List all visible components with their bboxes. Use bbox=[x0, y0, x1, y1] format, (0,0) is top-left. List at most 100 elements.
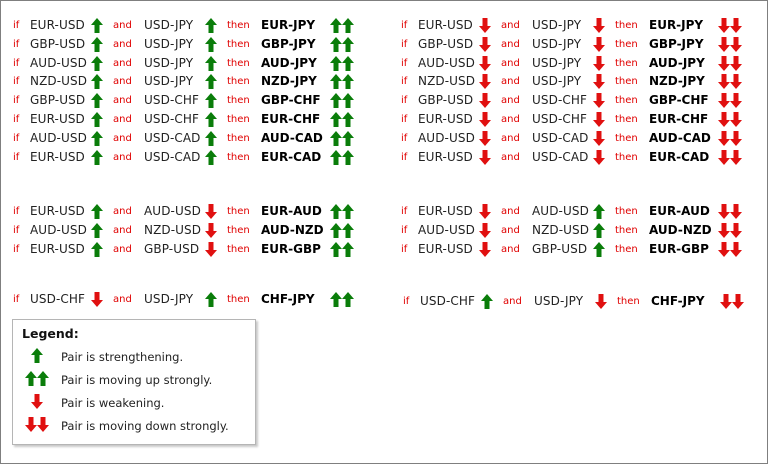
then-keyword: then bbox=[615, 132, 638, 144]
double-arrow-up-icon bbox=[330, 222, 354, 238]
arrow-down-icon bbox=[479, 149, 491, 165]
double-arrow-down-icon bbox=[718, 112, 742, 127]
result-pair: GBP-CHF bbox=[649, 93, 709, 108]
and-keyword: and bbox=[501, 132, 520, 144]
arrow-down-icon bbox=[479, 36, 491, 52]
first-pair: USD-CHF bbox=[420, 294, 475, 308]
result-pair: EUR-JPY bbox=[649, 18, 704, 32]
result-pair: AUD-JPY bbox=[649, 55, 705, 70]
second-pair: USD-JPY bbox=[144, 292, 194, 306]
arrow-up-icon bbox=[91, 36, 103, 52]
then-keyword: then bbox=[615, 243, 638, 255]
first-pair: EUR-USD bbox=[418, 241, 473, 256]
arrow-up-icon bbox=[205, 18, 217, 33]
second-pair: USD-JPY bbox=[534, 294, 584, 308]
then-keyword: then bbox=[227, 114, 250, 125]
and-keyword: and bbox=[503, 296, 522, 307]
correlation-row: if EUR-USD and USD-JPY then EUR-JPY bbox=[401, 16, 751, 35]
arrow-down-icon bbox=[479, 112, 491, 127]
first-pair: AUD-USD bbox=[418, 55, 475, 70]
result-pair: EUR-GBP bbox=[261, 241, 321, 256]
arrow-down-icon bbox=[91, 292, 103, 307]
if-keyword: if bbox=[403, 296, 410, 307]
if-keyword: if bbox=[401, 206, 408, 217]
second-pair: GBP-USD bbox=[532, 241, 588, 256]
double-arrow-up-icon bbox=[330, 241, 354, 257]
double-arrow-up-icon bbox=[330, 93, 354, 109]
then-keyword: then bbox=[227, 294, 250, 305]
result-pair: EUR-CHF bbox=[261, 112, 321, 126]
second-pair: USD-CHF bbox=[144, 93, 199, 108]
arrow-up-icon bbox=[91, 93, 103, 109]
arrow-up-icon bbox=[593, 204, 605, 219]
arrow-down-icon bbox=[593, 130, 605, 146]
arrow-down-icon bbox=[205, 241, 217, 257]
if-keyword: if bbox=[401, 243, 408, 255]
result-pair: EUR-CHF bbox=[649, 112, 709, 126]
arrow-up-icon bbox=[91, 112, 103, 127]
and-keyword: and bbox=[113, 132, 132, 144]
result-pair: AUD-CAD bbox=[261, 130, 323, 145]
correlation-row: if EUR-USD and GBP-USD then EUR-GBP bbox=[401, 240, 751, 259]
and-keyword: and bbox=[501, 151, 520, 163]
double-arrow-up-icon bbox=[330, 112, 354, 127]
result-pair: AUD-NZD bbox=[649, 222, 712, 237]
correlation-row: if EUR-USD and AUD-USD then EUR-AUD bbox=[13, 202, 363, 221]
arrow-up-icon bbox=[593, 222, 605, 238]
result-pair: EUR-GBP bbox=[649, 241, 709, 256]
arrow-down-icon bbox=[593, 36, 605, 52]
if-keyword: if bbox=[401, 57, 408, 69]
result-pair: EUR-CAD bbox=[649, 149, 710, 164]
correlation-row: if GBP-USD and USD-CHF then GBP-CHF bbox=[13, 91, 363, 110]
double-arrow-down-icon bbox=[718, 74, 742, 90]
first-pair: NZD-USD bbox=[418, 74, 476, 89]
second-pair: NZD-USD bbox=[144, 222, 202, 237]
result-pair: GBP-JPY bbox=[261, 36, 316, 51]
then-keyword: then bbox=[615, 95, 638, 107]
and-keyword: and bbox=[501, 224, 520, 236]
double-arrow-down-icon bbox=[718, 241, 742, 257]
then-keyword: then bbox=[227, 224, 250, 236]
double-arrow-down-icon bbox=[718, 130, 742, 146]
result-pair: AUD-NZD bbox=[261, 222, 324, 237]
correlation-row: if GBP-USD and USD-JPY then GBP-JPY bbox=[401, 35, 751, 54]
second-pair: USD-JPY bbox=[144, 18, 194, 32]
correlation-row: if AUD-USD and NZD-USD then AUD-NZD bbox=[401, 221, 751, 240]
if-keyword: if bbox=[13, 95, 20, 107]
double-arrow-up-icon bbox=[330, 18, 354, 33]
first-pair: AUD-USD bbox=[418, 222, 475, 237]
then-keyword: then bbox=[615, 20, 638, 31]
arrow-down-icon bbox=[479, 18, 491, 33]
correlation-row: if USD-CHF and USD-JPY then CHF-JPY bbox=[403, 292, 753, 311]
and-keyword: and bbox=[501, 38, 520, 50]
and-keyword: and bbox=[501, 95, 520, 107]
arrow-down-icon bbox=[205, 204, 217, 219]
if-keyword: if bbox=[13, 151, 20, 163]
second-pair: USD-JPY bbox=[144, 55, 194, 70]
double-arrow-up-icon bbox=[25, 371, 49, 386]
correlation-row: if AUD-USD and USD-CAD then AUD-CAD bbox=[13, 129, 363, 148]
correlation-row: if EUR-USD and USD-CAD then EUR-CAD bbox=[401, 148, 751, 167]
second-pair: AUD-USD bbox=[144, 204, 201, 218]
then-keyword: then bbox=[227, 38, 250, 50]
and-keyword: and bbox=[113, 20, 132, 31]
if-keyword: if bbox=[13, 114, 20, 125]
arrow-up-icon bbox=[205, 93, 217, 109]
legend-item: Pair is moving down strongly. bbox=[13, 415, 253, 435]
if-keyword: if bbox=[401, 151, 408, 163]
if-keyword: if bbox=[13, 224, 20, 236]
legend-item-label: Pair is strengthening. bbox=[61, 350, 184, 364]
and-keyword: and bbox=[501, 57, 520, 69]
arrow-down-icon bbox=[479, 93, 491, 109]
legend-box: Legend: Pair is strengthening. Pair is mo… bbox=[12, 319, 256, 445]
and-keyword: and bbox=[113, 294, 132, 305]
then-keyword: then bbox=[615, 57, 638, 69]
second-pair: USD-JPY bbox=[144, 74, 194, 89]
correlation-row: if EUR-USD and USD-CAD then EUR-CAD bbox=[13, 148, 363, 167]
if-keyword: if bbox=[13, 243, 20, 255]
if-keyword: if bbox=[401, 132, 408, 144]
arrow-up-icon bbox=[593, 241, 605, 257]
double-arrow-up-icon bbox=[330, 149, 354, 165]
arrow-up-icon bbox=[91, 18, 103, 33]
